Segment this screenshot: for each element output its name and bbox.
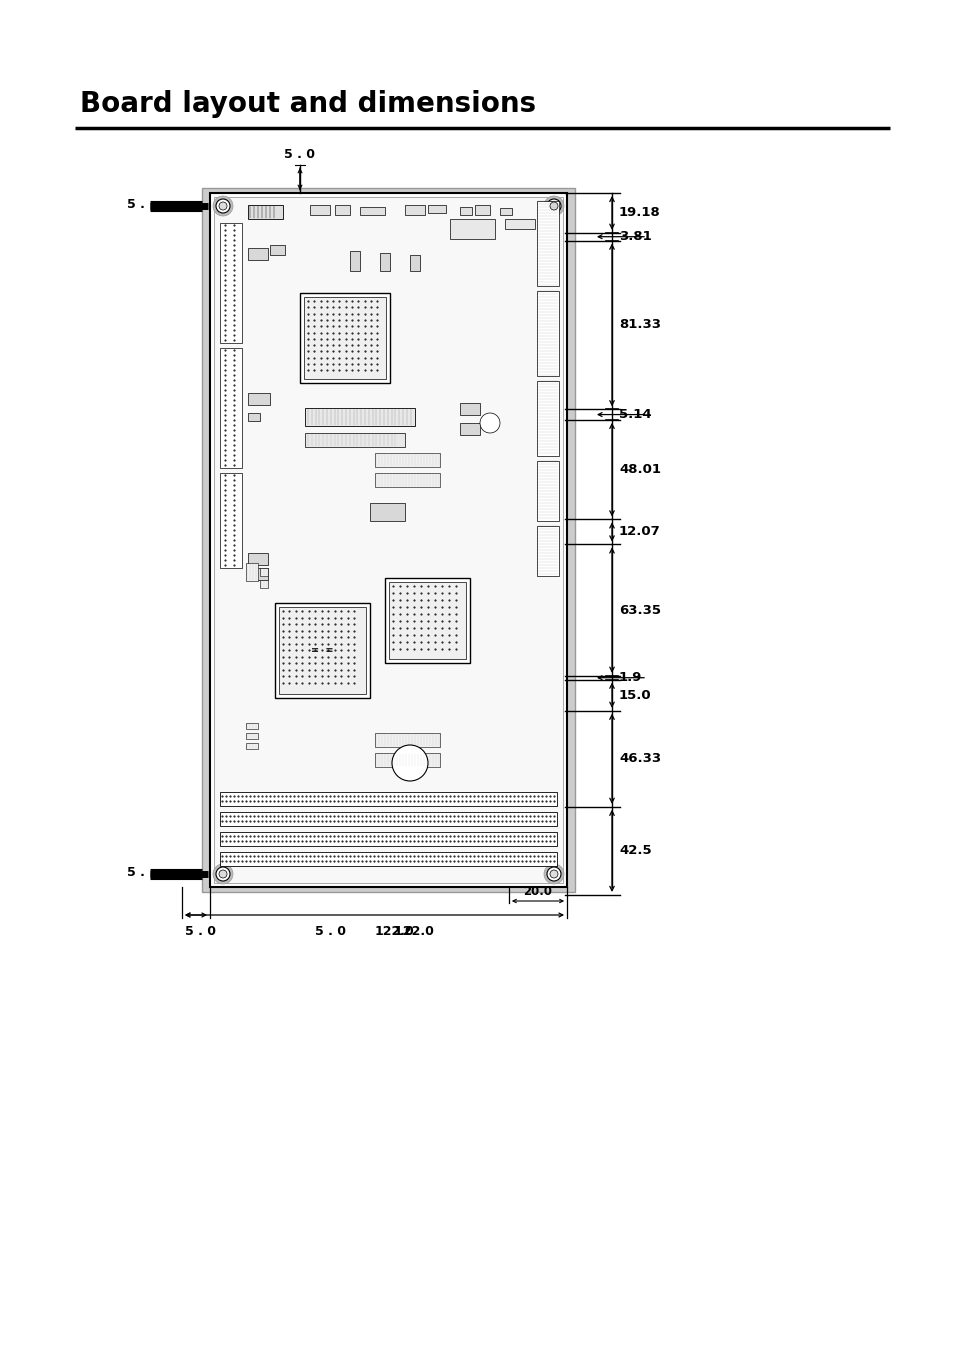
Circle shape (213, 196, 233, 216)
Text: 122.0: 122.0 (375, 925, 414, 938)
Bar (304, 297, 386, 379)
Bar (220, 813, 557, 826)
Circle shape (550, 869, 558, 877)
Bar (459, 207, 472, 215)
Text: 5.14: 5.14 (618, 408, 651, 420)
Bar (375, 453, 439, 466)
Bar (389, 581, 465, 658)
Bar (504, 219, 535, 228)
Bar (260, 568, 268, 576)
Bar (370, 503, 405, 521)
Bar (475, 206, 490, 215)
Bar (537, 381, 558, 456)
Text: 48.01: 48.01 (618, 464, 660, 476)
Circle shape (479, 412, 499, 433)
Bar (274, 603, 370, 698)
Text: 46.33: 46.33 (618, 752, 660, 765)
Bar (459, 403, 479, 415)
Circle shape (543, 196, 563, 216)
Circle shape (219, 869, 227, 877)
Circle shape (543, 864, 563, 884)
Bar (220, 223, 242, 343)
Text: 12.07: 12.07 (618, 526, 660, 538)
Bar (278, 607, 366, 694)
Bar (248, 568, 268, 580)
Bar (299, 293, 390, 383)
Circle shape (546, 867, 560, 882)
Text: 20.0: 20.0 (523, 886, 552, 898)
Text: 5 . 0           122.0: 5 . 0 122.0 (314, 925, 434, 938)
Bar (428, 206, 446, 214)
Bar (385, 579, 470, 662)
Bar (537, 291, 558, 376)
Bar (246, 562, 257, 581)
Text: 15.0: 15.0 (618, 688, 651, 702)
Text: 81.33: 81.33 (618, 319, 660, 331)
Bar (405, 206, 424, 215)
Bar (213, 197, 562, 883)
Bar (260, 580, 268, 588)
Bar (248, 206, 283, 219)
Text: Board layout and dimensions: Board layout and dimensions (80, 91, 536, 118)
Text: 5 . 0: 5 . 0 (284, 147, 315, 161)
Bar (246, 733, 257, 740)
Bar (459, 423, 479, 435)
Circle shape (219, 201, 227, 210)
Bar (270, 245, 285, 256)
Bar (305, 408, 415, 426)
Circle shape (392, 745, 428, 781)
Bar (450, 219, 495, 239)
Bar (537, 526, 558, 576)
Bar (537, 461, 558, 521)
Bar (246, 723, 257, 729)
Bar (202, 188, 575, 892)
Text: 3.81: 3.81 (618, 230, 651, 243)
Bar (220, 792, 557, 806)
Text: 63.35: 63.35 (618, 603, 660, 617)
Bar (410, 256, 419, 270)
Bar (335, 206, 350, 215)
Bar (248, 412, 260, 420)
Text: 5 .: 5 . (127, 867, 145, 880)
Circle shape (215, 867, 230, 882)
Bar (210, 193, 566, 887)
Bar (375, 733, 439, 748)
Bar (220, 852, 557, 867)
Text: ≡  ≡: ≡ ≡ (311, 645, 333, 654)
Bar (375, 753, 439, 767)
Bar (310, 206, 330, 215)
Bar (220, 473, 242, 568)
Circle shape (546, 199, 560, 214)
Bar (499, 208, 512, 215)
Text: 19.18: 19.18 (618, 207, 660, 219)
Bar (246, 744, 257, 749)
Bar (379, 253, 390, 270)
Bar (248, 247, 268, 260)
Bar (248, 393, 270, 406)
Bar (537, 201, 558, 287)
Text: 5 .: 5 . (127, 199, 145, 211)
Text: 42.5: 42.5 (618, 845, 651, 857)
Circle shape (215, 199, 230, 214)
Circle shape (213, 864, 233, 884)
Bar (375, 473, 439, 487)
Text: 1.9: 1.9 (618, 671, 641, 684)
Text: 5 . 0: 5 . 0 (185, 925, 215, 938)
Bar (359, 207, 385, 215)
Bar (220, 831, 557, 846)
Bar (350, 251, 359, 270)
Bar (305, 433, 405, 448)
Bar (248, 553, 268, 565)
Circle shape (550, 201, 558, 210)
Bar (220, 347, 242, 468)
